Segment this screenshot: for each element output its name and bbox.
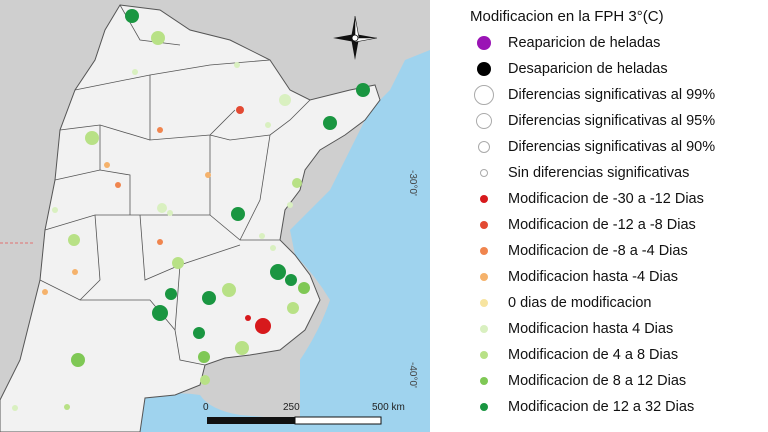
legend-symbol-icon xyxy=(470,264,498,290)
legend-label: Modificacion de -8 a -4 Dias xyxy=(508,243,688,259)
legend-symbol-icon xyxy=(470,290,498,316)
legend-label: Sin diferencias significativas xyxy=(508,165,690,181)
legend-title: Modificacion en la FPH 3°(C) xyxy=(470,8,664,25)
legend-symbol-icon xyxy=(470,82,498,108)
station-markers xyxy=(12,9,370,411)
legend-symbol-icon xyxy=(470,394,498,420)
legend-item: Sin diferencias significativas xyxy=(470,160,768,186)
map-panel[interactable]: 0 250 500 km -30°0' -40°0' xyxy=(0,0,430,432)
legend-item: Diferencias significativas al 95% xyxy=(470,108,768,134)
legend-item: Diferencias significativas al 99% xyxy=(470,82,768,108)
ocean xyxy=(290,50,430,432)
legend-symbol-icon xyxy=(470,212,498,238)
legend: Modificacion en la FPH 3°(C) Reaparicion… xyxy=(470,4,768,420)
legend-label: Modificacion hasta -4 Dias xyxy=(508,269,679,285)
legend-item: Reaparicion de heladas xyxy=(470,30,768,56)
scale-tick-250: 250 xyxy=(283,402,300,413)
legend-item: Modificacion de 4 a 8 Dias xyxy=(470,342,768,368)
legend-label: Modificacion de -12 a -8 Dias xyxy=(508,217,696,233)
legend-item: Modificacion de -30 a -12 Dias xyxy=(470,186,768,212)
legend-label: Modificacion de -30 a -12 Dias xyxy=(508,191,704,207)
legend-item: Modificacion de 8 a 12 Dias xyxy=(470,368,768,394)
legend-item: 0 dias de modificacion xyxy=(470,290,768,316)
legend-symbol-icon xyxy=(470,160,498,186)
legend-symbol-icon xyxy=(470,56,498,82)
legend-item: Modificacion de -8 a -4 Dias xyxy=(470,238,768,264)
map-canvas: 0 250 500 km xyxy=(0,4,430,432)
legend-symbol-icon xyxy=(470,342,498,368)
legend-label: Modificacion de 12 a 32 Dias xyxy=(508,399,695,415)
legend-rows: Reaparicion de heladas Desaparicion de he… xyxy=(470,30,768,420)
legend-symbol-icon xyxy=(470,30,498,56)
legend-item: Desaparicion de heladas xyxy=(470,56,768,82)
gulf xyxy=(140,393,300,432)
legend-label: Modificacion de 4 a 8 Dias xyxy=(508,347,679,363)
scale-tick-0: 0 xyxy=(203,402,209,413)
legend-item: Modificacion de 12 a 32 Dias xyxy=(470,394,768,420)
legend-label: 0 dias de modificacion xyxy=(508,295,652,311)
legend-symbol-icon xyxy=(470,186,498,212)
legend-label: Reaparicion de heladas xyxy=(508,35,661,51)
province-borders xyxy=(39,4,311,366)
scale-tick-500: 500 km xyxy=(372,402,405,413)
legend-symbol-icon xyxy=(470,238,498,264)
legend-symbol-icon xyxy=(470,108,498,134)
lat-label-40: -40°0' xyxy=(407,362,418,388)
lat-label-30: -30°0' xyxy=(407,170,418,196)
legend-symbol-icon xyxy=(470,316,498,342)
scale-bar: 0 250 500 km xyxy=(203,402,405,425)
legend-label: Modificacion hasta 4 Dias xyxy=(508,321,674,337)
argentina-land xyxy=(0,4,381,432)
north-arrow-icon xyxy=(333,15,378,60)
legend-symbol-icon xyxy=(470,368,498,394)
legend-label: Modificacion de 8 a 12 Dias xyxy=(508,373,687,389)
legend-item: Diferencias significativas al 90% xyxy=(470,134,768,160)
legend-item: Modificacion hasta -4 Dias xyxy=(470,264,768,290)
legend-item: Modificacion de -12 a -8 Dias xyxy=(470,212,768,238)
legend-label: Diferencias significativas al 95% xyxy=(508,113,716,129)
legend-item: Modificacion hasta 4 Dias xyxy=(470,316,768,342)
legend-label: Desaparicion de heladas xyxy=(508,61,668,77)
legend-label: Diferencias significativas al 90% xyxy=(508,139,716,155)
legend-symbol-icon xyxy=(470,134,498,160)
legend-label: Diferencias significativas al 99% xyxy=(508,87,716,103)
